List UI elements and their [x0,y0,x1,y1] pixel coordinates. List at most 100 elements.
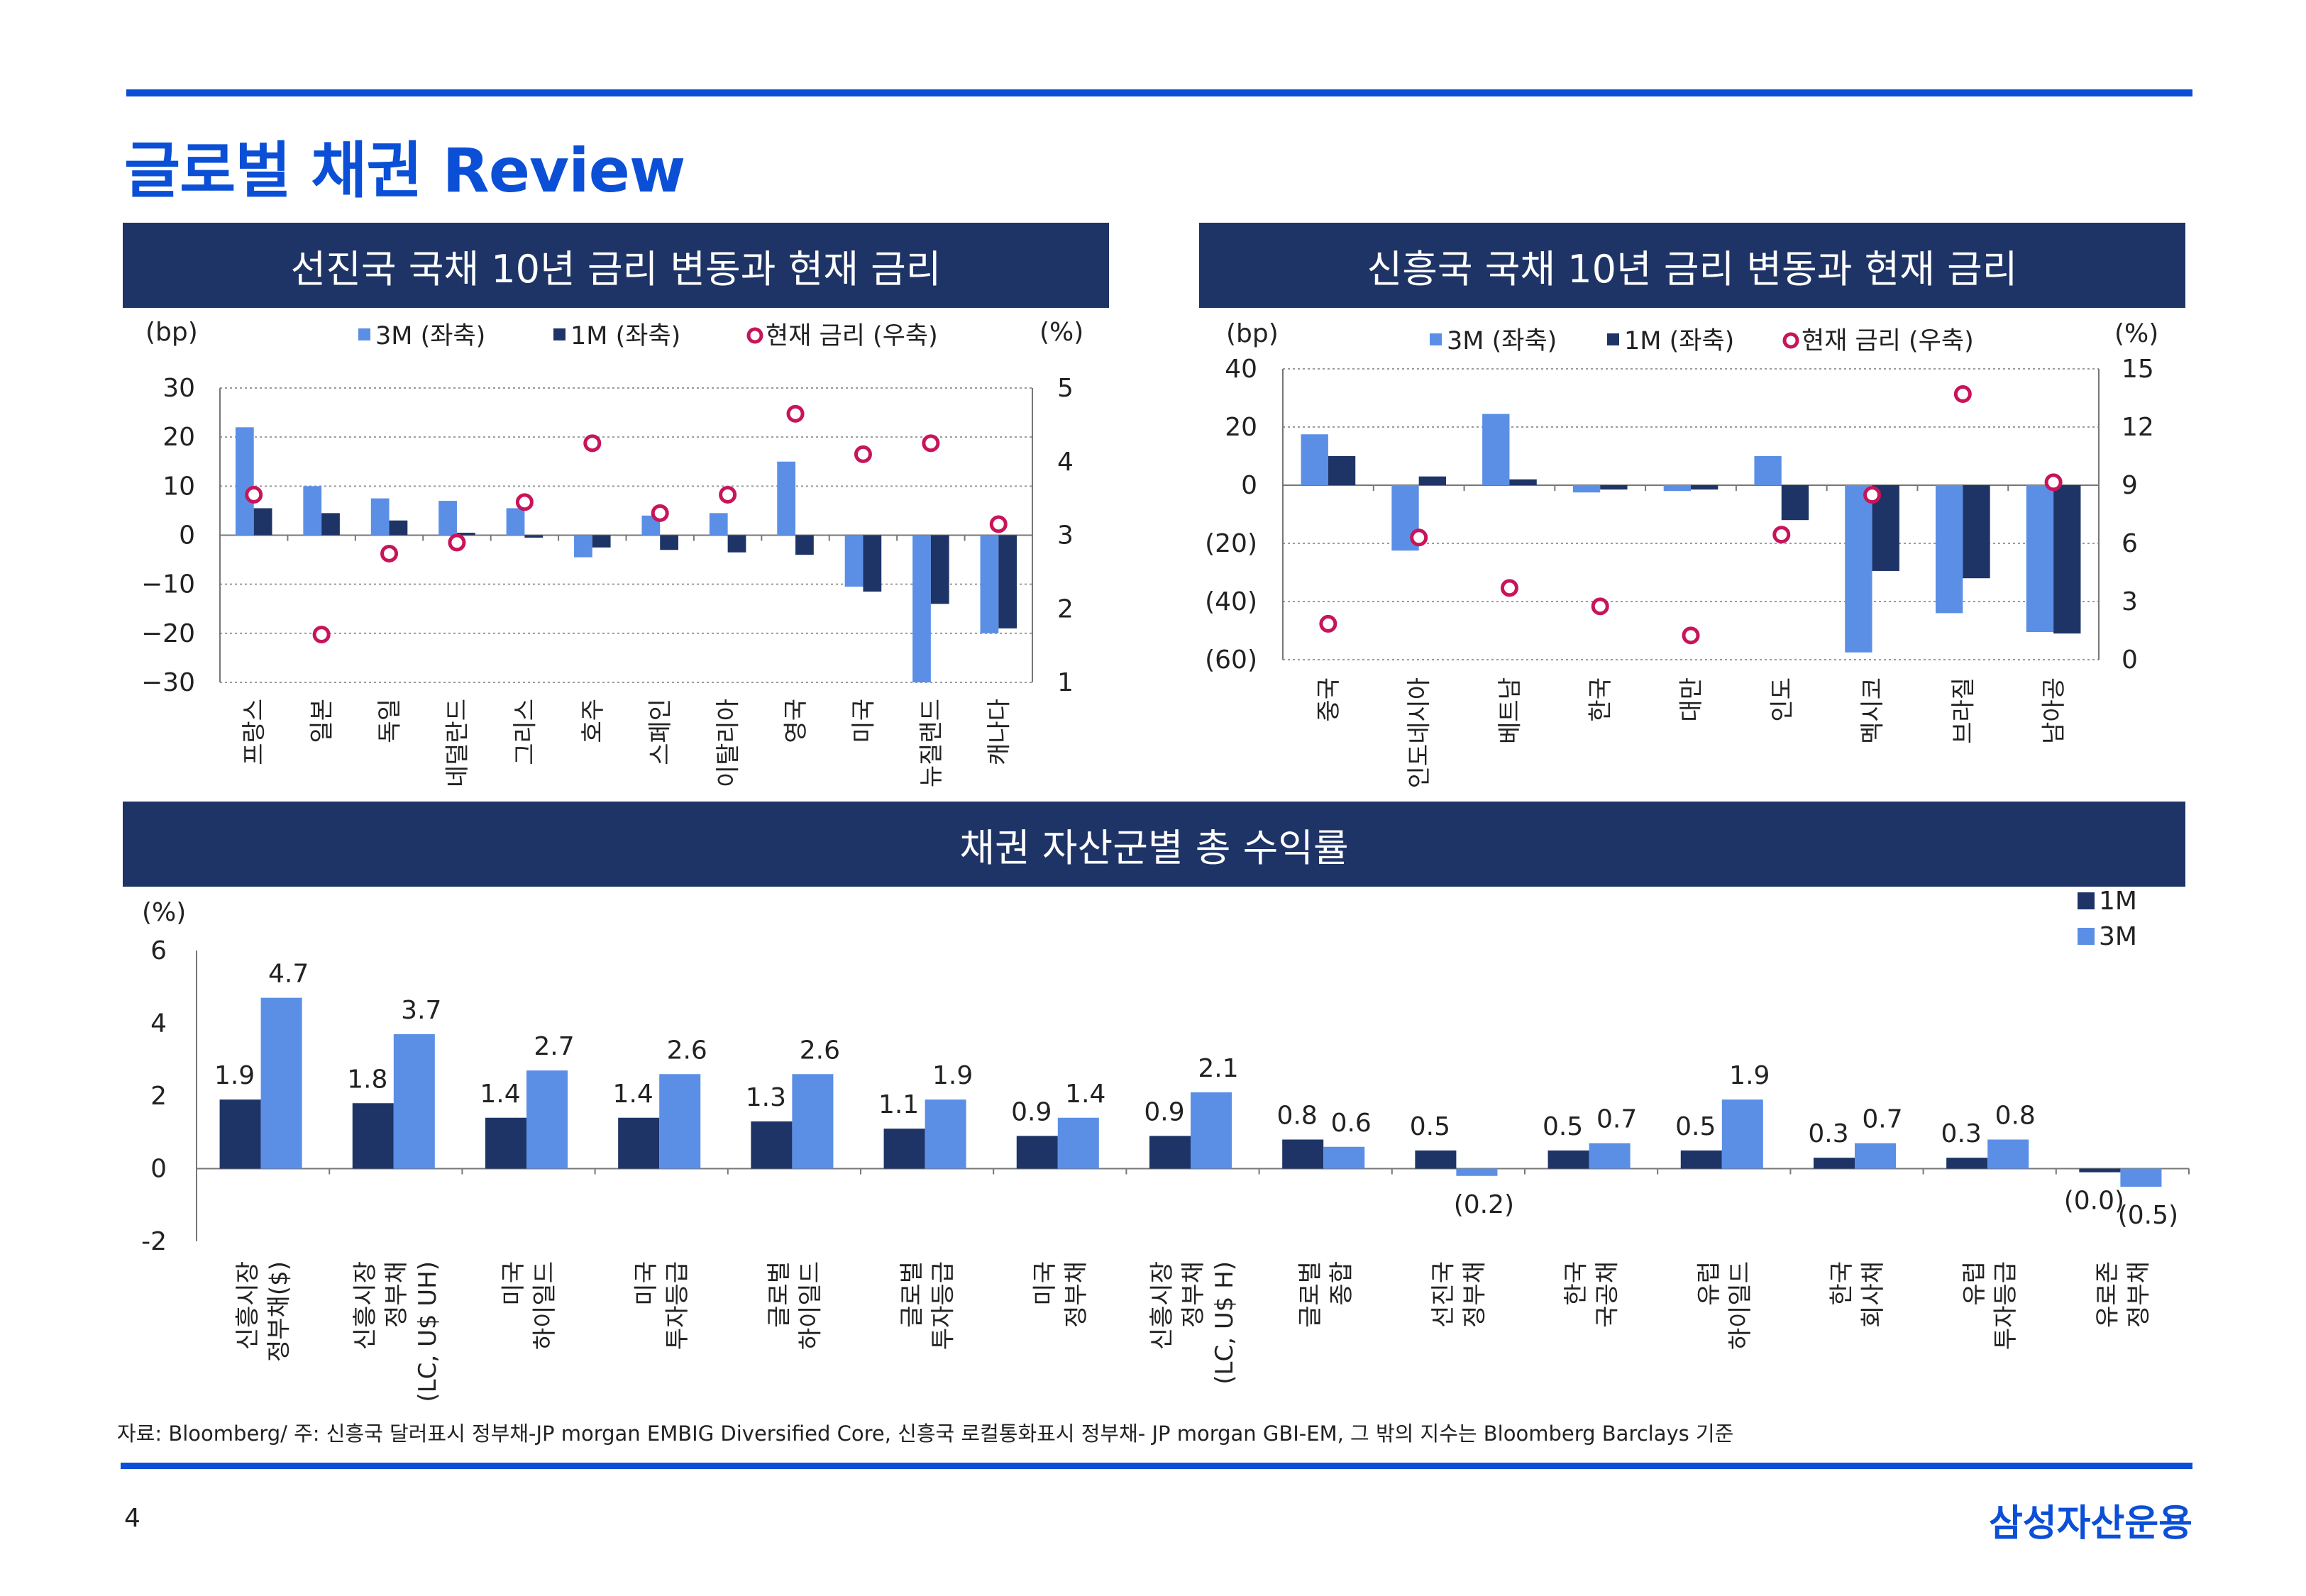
chart2-left-tick: (60) [1205,645,1257,675]
chart2-right-tick: 0 [2122,645,2138,675]
chart3-label-3m: 2.7 [534,1032,574,1061]
chart1-bar-1m [660,535,678,550]
chart2-bar-1m [2053,485,2081,634]
chart3-bar-1m [1548,1150,1589,1169]
chart2-bar-1m [1781,485,1809,521]
chart3-category-label: 정부채 [1179,1261,1208,1328]
chart1-rate-marker [786,404,805,423]
chart3-label-3m: (0.5) [2118,1201,2178,1230]
chart3-category-label: 투자등급 [1992,1261,2020,1350]
chart3-category-label: 신흥시장 [234,1261,263,1350]
chart3-category-label: 종합 [1328,1261,1356,1306]
chart3-bar-1m [1813,1158,1855,1169]
chart2-legend-3m: 3M (좌축) [1447,327,1557,355]
chart3-category-label: 하이일드 [531,1261,559,1350]
chart3-category-label: 미국 [632,1261,661,1306]
chart3-label-3m: 2.6 [800,1036,840,1065]
chart3-category-label: 정부채($) [265,1261,294,1362]
chart1-legend-3m-swatch [358,328,370,340]
chart3-left-tick: 6 [150,936,167,965]
chart2-rate-marker [2044,473,2063,492]
chart1-rate-marker [583,434,602,453]
chart1-right-tick: 3 [1057,521,1074,550]
chart3-category-label: 신흥시장 [351,1261,380,1350]
chart1-category-label: 네덜란드 [443,699,472,787]
chart1-category-label: 뉴질랜드 [917,699,946,787]
chart3-label-3m: 0.7 [1862,1105,1902,1134]
chart2-rate-marker [1863,486,1882,504]
chart3-left-tick: 0 [150,1155,167,1184]
chart1-bar-3m [980,535,999,633]
chart1-legend-rate-marker [746,327,763,344]
chart3-left-tick: -2 [141,1227,167,1256]
top-rule [126,89,2192,96]
chart3-bar-1m [1680,1150,1722,1169]
chart3-label-1m: 0.5 [1410,1112,1450,1141]
chart3-label-1m: 1.3 [746,1083,786,1112]
chart2-bar-3m [1845,485,1872,653]
chart3-label-3m: 0.6 [1331,1109,1372,1138]
chart3-legend-1m-swatch [2078,892,2095,909]
chart1-category-label: 스페인 [646,699,675,765]
chart3-bar-3m [659,1074,701,1169]
chart3-label-1m: 0.9 [1011,1097,1052,1126]
chart3-category-label: 글로벌 [1296,1261,1325,1328]
chart3-left-tick: 4 [150,1009,167,1038]
chart1-left-unit: (bp) [145,318,198,347]
chart2-bar-1m [1600,485,1628,490]
chart3-bar-3m [1721,1099,1763,1169]
chart2-right-tick: 6 [2122,529,2138,558]
chart3-category-label: 선진국 [1429,1261,1457,1328]
chart2-bar-3m [1663,485,1691,492]
chart2-bar-3m [1572,485,1601,493]
chart3-bar-1m [1149,1136,1191,1169]
chart1-bar-3m [370,498,390,536]
chart3-bar-3m [393,1033,435,1169]
chart1-title: 선진국 국채 10년 금리 변동과 현재 금리 [123,223,1109,308]
chart1-category-label: 영국 [782,699,810,743]
chart3-bar-3m [2120,1168,2162,1187]
chart3-category-label: 한국 [1828,1261,1856,1306]
chart3-legend-3m: 3M [2099,922,2137,951]
chart3-label-1m: 0.5 [1675,1112,1716,1141]
chart3-category-label: 정부채 [382,1261,411,1328]
chart3-label-3m: 2.1 [1198,1054,1238,1083]
chart1-bar-3m [506,508,525,536]
chart1-bar-1m [389,520,408,536]
chart3-left-tick: 2 [150,1082,167,1111]
chart2-rate-marker [1682,626,1700,645]
chart2-right-tick: 15 [2122,355,2154,384]
chart3-bar-1m [352,1103,394,1169]
chart3-category-label: 글로벌 [765,1261,793,1328]
chart1-category-label: 일본 [308,699,336,743]
chart2-left-tick: (40) [1205,587,1257,616]
chart2-rate-marker [1319,614,1337,633]
chart2-title: 신흥국 국채 10년 금리 변동과 현재 금리 [1199,223,2185,308]
chart3-label-3m: 4.7 [268,960,309,989]
chart2-category-label: 중국 [1315,677,1343,722]
chart3-bar-1m [751,1121,793,1169]
chart2-right-tick: 9 [2122,471,2138,500]
chart2-rate-marker [1500,579,1518,597]
chart3-bar-3m [526,1070,568,1169]
chart2-left-tick: 20 [1225,413,1257,442]
chart2-bar-1m [1963,485,1990,579]
chart2-bar-1m [1691,485,1719,490]
chart1-right-unit: (%) [1039,318,1083,347]
chart3-bar-3m [792,1074,834,1169]
chart3-label-1m: 1.1 [878,1090,919,1119]
chart3-label-1m: (0.0) [2064,1187,2124,1216]
chart3-bar-3m [260,997,302,1169]
chart1-bar-3m [574,535,592,558]
chart3-bar-3m [1057,1117,1099,1169]
page-number: 4 [124,1504,140,1533]
chart2-right-unit: (%) [2114,319,2158,348]
chart3-label-1m: 1.4 [480,1080,520,1109]
chart3-category-label: 정부채 [2124,1261,2153,1328]
chart1-left-tick: −30 [141,668,195,697]
chart1-bar-3m [912,535,931,682]
chart3-category-label: 신흥시장 [1148,1261,1176,1350]
chart3-category-label: 회사채 [1859,1261,1887,1328]
chart2-left-unit: (bp) [1226,319,1279,348]
